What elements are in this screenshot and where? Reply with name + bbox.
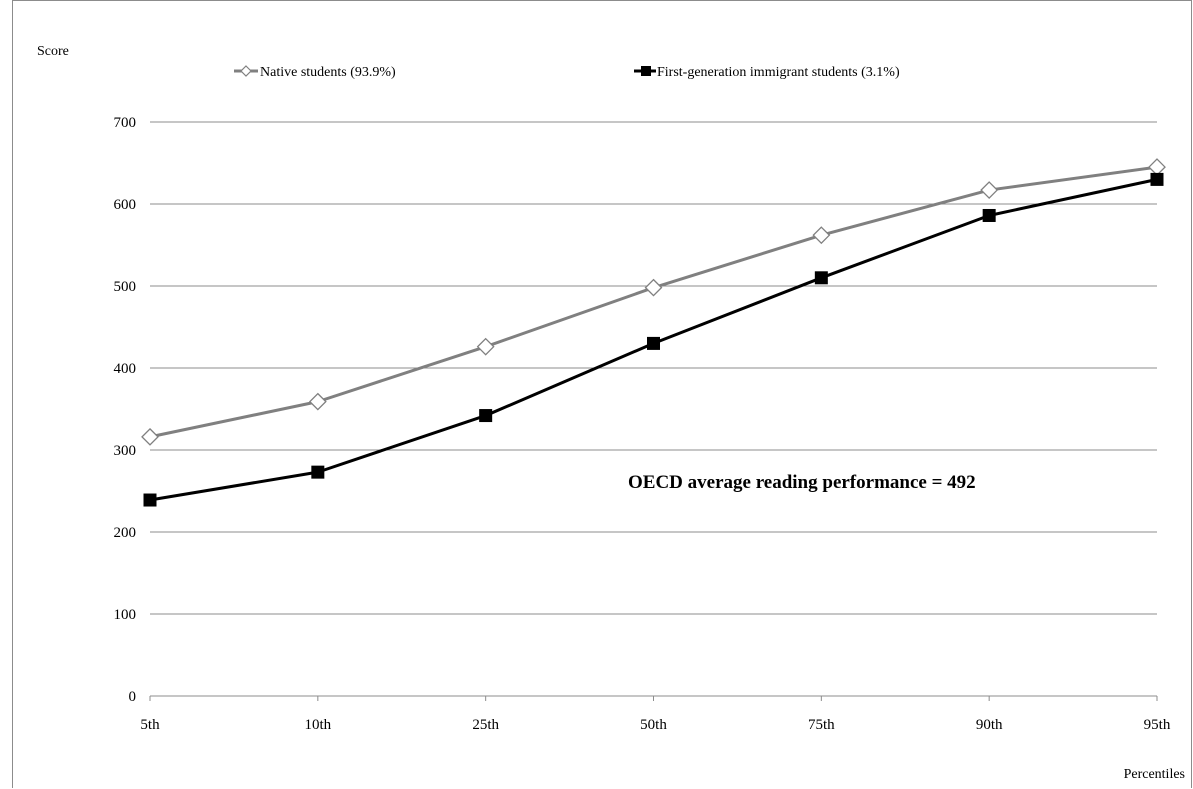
y-tick-label: 300: [114, 443, 137, 459]
square-marker-icon: [641, 66, 651, 76]
data-point-native: [141, 427, 159, 446]
y-tick-labels: 0 100 200 300 400 500 600 700: [114, 115, 137, 705]
x-tick-label: 10th: [304, 717, 331, 733]
x-axis-title: Percentiles: [1124, 767, 1185, 782]
series-line-native: [149, 165, 1158, 439]
x-tick-label: 25th: [472, 717, 499, 733]
data-point-native: [644, 278, 663, 297]
x-tick-label: 50th: [640, 717, 667, 733]
data-point-immigrant: [814, 271, 828, 285]
y-tick-label: 400: [114, 361, 137, 377]
data-point-immigrant: [1150, 172, 1164, 186]
y-tick-label: 600: [114, 197, 137, 213]
data-point-native: [812, 226, 831, 245]
gridlines: [150, 121, 1157, 615]
y-tick-label: 500: [114, 279, 137, 295]
data-point-native: [980, 181, 999, 199]
data-point-immigrant: [143, 493, 157, 507]
x-tick-label: 75th: [808, 717, 835, 733]
x-tick-label: 95th: [1144, 717, 1171, 733]
y-tick-label: 0: [129, 689, 137, 705]
legend-label-immigrant: First-generation immigrant students (3.1…: [657, 65, 900, 80]
data-point-immigrant: [982, 208, 996, 222]
series-markers: [141, 158, 1166, 507]
data-point-immigrant: [479, 409, 493, 423]
legend-item-immigrant: First-generation immigrant students (3.1…: [634, 65, 900, 80]
data-point-native: [476, 337, 495, 356]
x-tick-labels: 5th 10th 25th 50th 75th 90th 95th: [140, 696, 1171, 733]
x-tick-label: 90th: [976, 717, 1003, 733]
y-tick-label: 700: [114, 115, 137, 131]
oecd-average-annotation: OECD average reading performance = 492: [628, 472, 976, 493]
chart-frame: [12, 0, 1192, 788]
data-point-immigrant: [311, 465, 325, 479]
y-axis-title: Score: [37, 44, 69, 59]
legend: Native students (93.9%) First-generation…: [234, 65, 900, 80]
data-point-native: [1148, 158, 1166, 177]
data-point-native: [308, 392, 327, 411]
y-tick-label: 100: [114, 607, 137, 623]
data-point-immigrant: [647, 336, 660, 350]
legend-label-native: Native students (93.9%): [260, 65, 396, 80]
legend-item-native: Native students (93.9%): [234, 65, 396, 80]
x-tick-label: 5th: [140, 717, 160, 733]
diamond-marker-icon: [240, 65, 252, 77]
y-tick-label: 200: [114, 525, 137, 541]
